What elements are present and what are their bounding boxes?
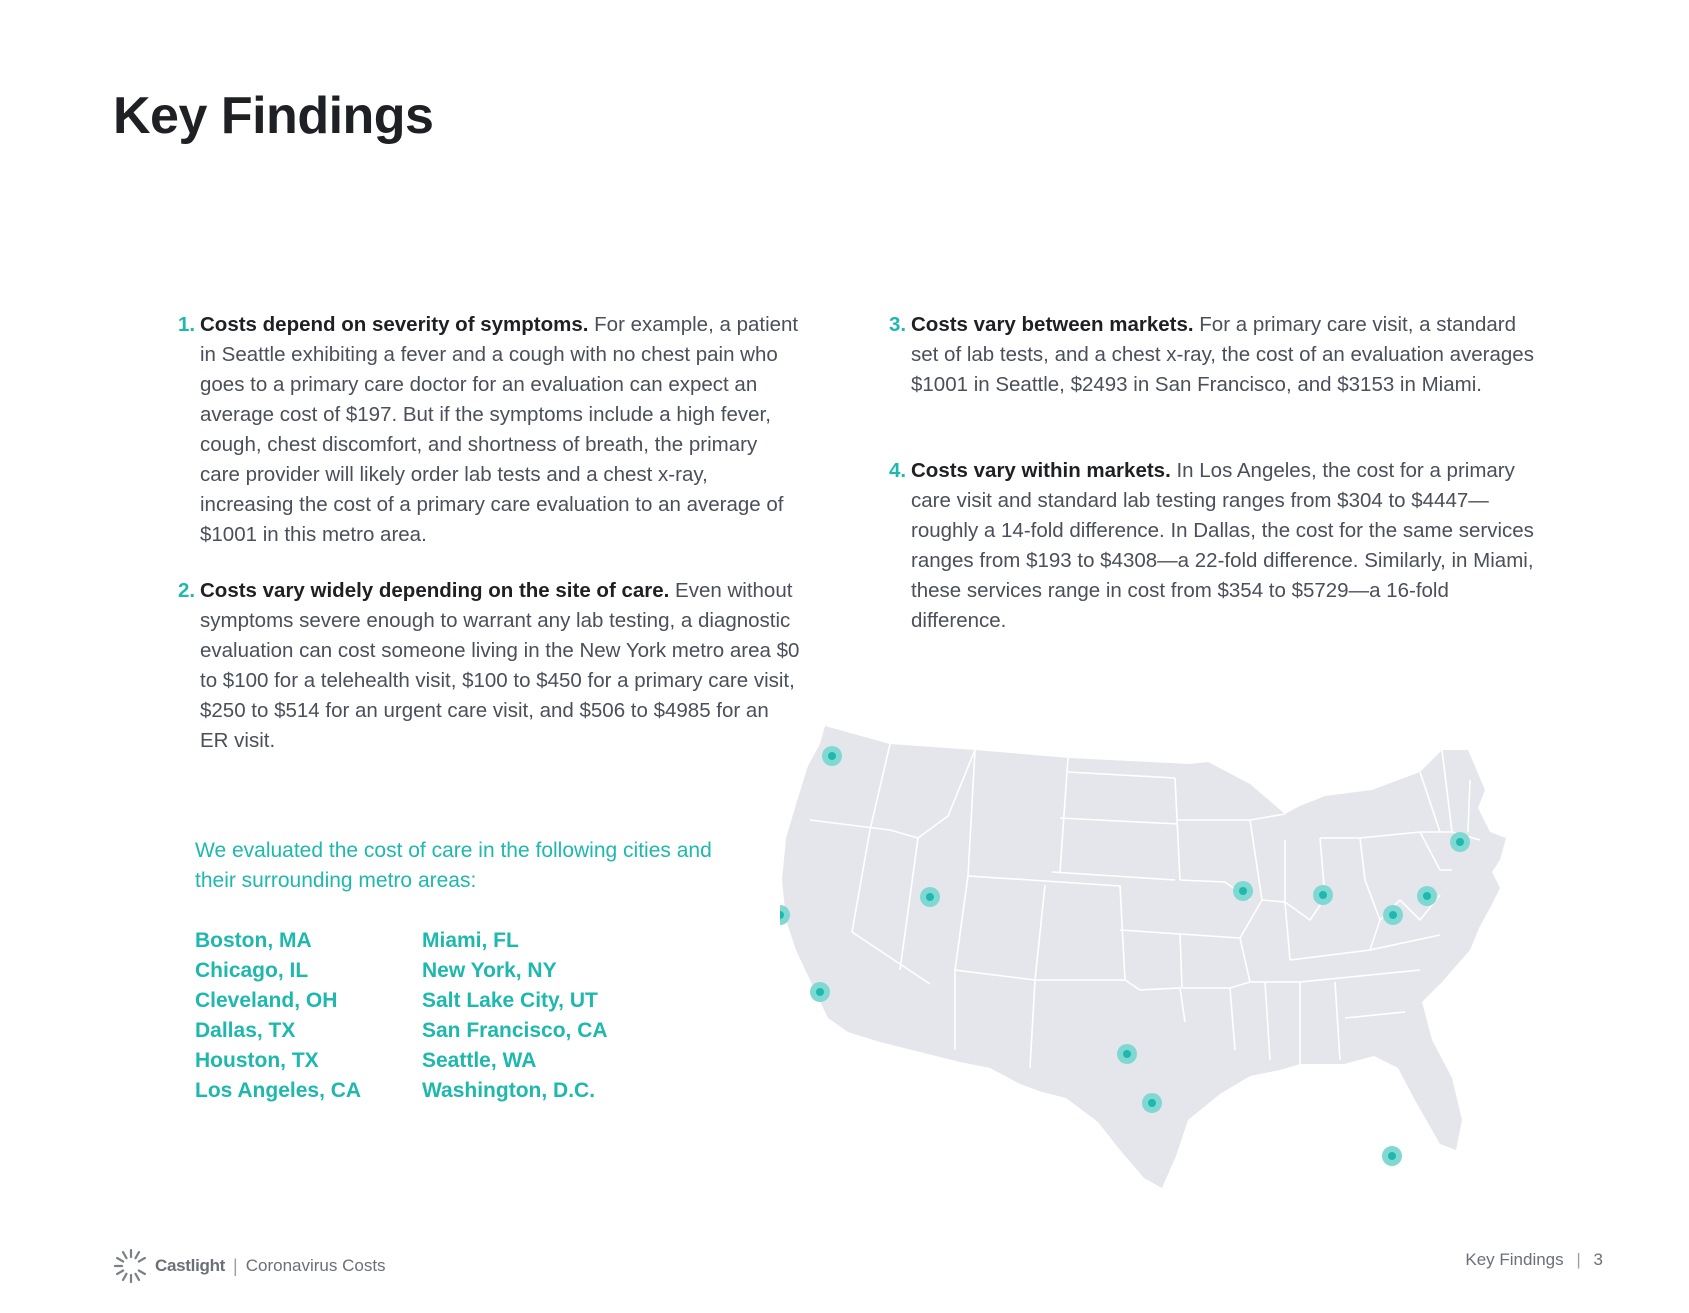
city-item: Los Angeles, CA: [195, 1079, 362, 1102]
finding-number: 3.: [889, 313, 907, 336]
finding-body: For example, a patient in Seattle exhibi…: [200, 313, 799, 546]
finding-number: 4.: [889, 459, 907, 482]
marker-houston: [1142, 1093, 1162, 1113]
marker-salt-lake-city: [920, 887, 940, 907]
castlight-logo-icon: [113, 1248, 146, 1284]
city-item: San Francisco, CA: [422, 1019, 608, 1042]
marker-dallas: [1117, 1044, 1137, 1064]
city-markers: [780, 746, 1470, 1166]
footer-separator: |: [233, 1255, 238, 1276]
us-map: [780, 726, 1506, 1188]
city-item: Cleveland, OH: [195, 989, 338, 1012]
document-name: Coronavirus Costs: [245, 1256, 386, 1275]
city-item: Seattle, WA: [422, 1049, 537, 1072]
finding-heading: Costs depend on severity of symptoms.: [200, 313, 589, 336]
marker-san-francisco: [780, 905, 790, 925]
page-title: Key Findings: [113, 87, 434, 145]
finding-4: 4. Costs vary within markets. In Los Ang…: [889, 456, 1536, 636]
city-item: Chicago, IL: [195, 959, 309, 982]
finding-heading: Costs vary between markets.: [911, 313, 1194, 336]
finding-3: 3. Costs vary between markets. For a pri…: [889, 310, 1536, 400]
city-item: Houston, TX: [195, 1049, 319, 1072]
city-item: Washington, D.C.: [422, 1079, 596, 1102]
footer-section: Key Findings: [1465, 1250, 1564, 1269]
brand-name: Castlight: [155, 1256, 226, 1275]
finding-number: 1.: [178, 313, 196, 336]
finding-number: 2.: [178, 579, 196, 602]
finding-heading: Costs vary within markets.: [911, 459, 1171, 482]
finding-1: 1. Costs depend on severity of symptoms.…: [178, 310, 800, 550]
finding-heading: Costs vary widely depending on the site …: [200, 579, 670, 602]
finding-2: 2. Costs vary widely depending on the si…: [178, 576, 800, 756]
marker-miami: [1382, 1146, 1402, 1166]
cities-intro: We evaluated the cost of care in the fol…: [195, 839, 712, 892]
finding-body: For a primary care visit, a standard set…: [911, 313, 1534, 396]
footer-separator: |: [1576, 1250, 1581, 1269]
us-map-land: [782, 726, 1506, 1188]
state-borders: [809, 743, 1481, 1069]
marker-washington-dc: [1383, 905, 1403, 925]
city-list-column-2: Miami, FL New York, NY Salt Lake City, U…: [422, 926, 608, 1106]
city-item: Miami, FL: [422, 929, 519, 952]
city-item: Salt Lake City, UT: [422, 989, 598, 1012]
finding-body: Even without symptoms severe enough to w…: [200, 579, 800, 752]
finding-body: In Los Angeles, the cost for a primary c…: [911, 459, 1534, 632]
footer-branding: Castlight | Coronavirus Costs: [113, 1248, 386, 1284]
marker-seattle: [822, 746, 842, 766]
city-list-column-1: Boston, MA Chicago, IL Cleveland, OH Dal…: [195, 926, 361, 1106]
page-number: 3: [1593, 1250, 1603, 1269]
marker-cleveland: [1313, 885, 1333, 905]
city-item: New York, NY: [422, 959, 557, 982]
marker-new-york: [1417, 886, 1437, 906]
city-item: Boston, MA: [195, 929, 312, 952]
footer-page-info: Key Findings | 3: [1465, 1250, 1603, 1270]
marker-chicago: [1233, 881, 1253, 901]
marker-boston: [1450, 832, 1470, 852]
marker-los-angeles: [810, 982, 830, 1002]
city-item: Dallas, TX: [195, 1019, 296, 1042]
